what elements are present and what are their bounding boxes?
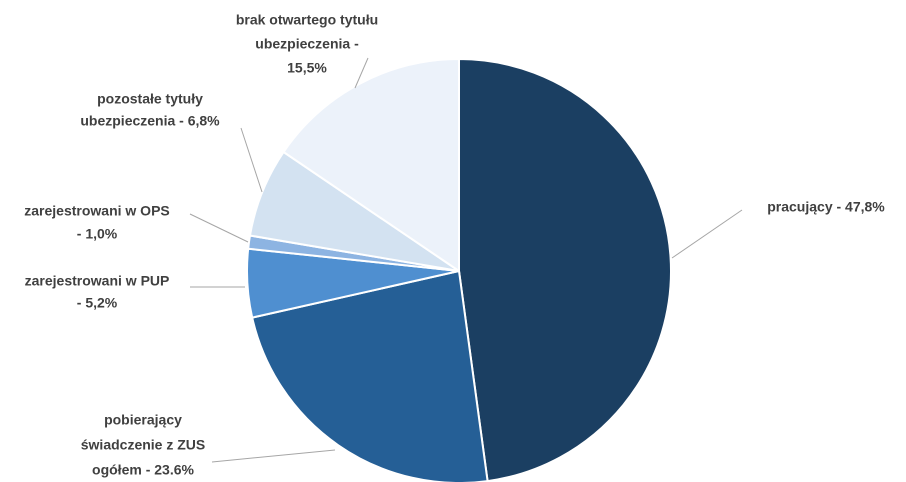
slice-label: pobierający	[104, 412, 182, 428]
leader-line	[354, 57, 369, 89]
leader-line	[671, 209, 743, 259]
leader-line	[240, 127, 263, 193]
slice-label: świadczenie z ZUS	[81, 437, 205, 453]
slice-label: pracujący - 47,8%	[767, 199, 885, 215]
leader-line	[189, 213, 249, 243]
slice-label: 15,5%	[287, 60, 327, 76]
slice-label: ubezpieczenia - 6,8%	[80, 113, 220, 129]
leader-line	[211, 449, 336, 463]
slice-label: brak otwartego tytułu	[236, 12, 378, 28]
slice-label: ubezpieczenia -	[255, 36, 359, 52]
slice-label: - 5,2%	[77, 295, 118, 311]
slice-label: - 1,0%	[77, 226, 118, 242]
slice-label: zarejestrowani w OPS	[24, 203, 170, 219]
slice-label: ogółem - 23.6%	[92, 462, 194, 478]
pie-slice	[282, 57, 460, 273]
pie-slice	[250, 269, 489, 482]
slice-label: zarejestrowani w PUP	[25, 273, 170, 289]
slice-label: pozostałe tytuły	[97, 91, 203, 107]
pie-slice	[458, 57, 672, 482]
